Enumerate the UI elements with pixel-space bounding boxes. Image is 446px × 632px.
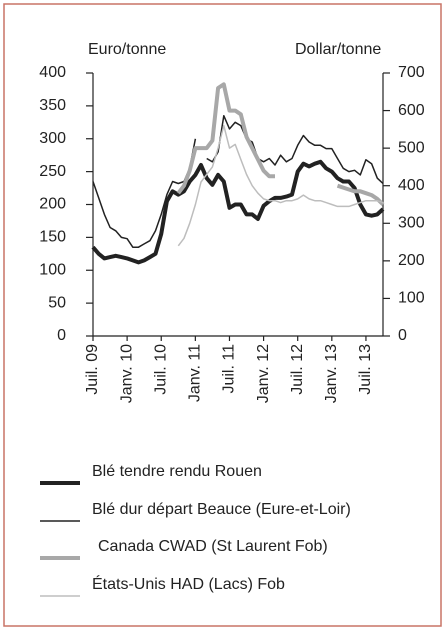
- x-tick-label: Janv. 12: [255, 344, 272, 403]
- x-tick-label: Juil. 12: [289, 344, 306, 395]
- x-tick-label: Juil. 11: [221, 344, 238, 394]
- legend-label: Blé dur départ Beauce (Eure-et-Loir): [92, 501, 351, 518]
- y2-tick-label: 0: [398, 327, 407, 344]
- y2-tick-label: 400: [398, 177, 425, 194]
- y-tick-label: 150: [39, 229, 66, 246]
- y2-axis-label: Dollar/tonne: [295, 41, 381, 58]
- x-tick-label: Juil. 09: [84, 344, 101, 395]
- y2-tick-label: 700: [398, 64, 425, 81]
- y2-tick-label: 100: [398, 290, 425, 307]
- x-tick-label: Janv. 10: [118, 344, 135, 403]
- y2-tick-label: 500: [398, 139, 425, 156]
- y-tick-label: 250: [39, 163, 66, 180]
- y-tick-label: 100: [39, 261, 66, 278]
- y-axis-label: Euro/tonne: [88, 41, 166, 58]
- y-tick-label: 50: [48, 294, 66, 311]
- y-tick-label: 350: [39, 97, 66, 114]
- legend-label: Canada CWAD (St Laurent Fob): [98, 538, 328, 555]
- y-tick-label: 200: [39, 196, 66, 213]
- series-line: [176, 82, 385, 206]
- y2-tick-label: 200: [398, 252, 425, 269]
- x-tick-label: Juil. 13: [357, 344, 374, 395]
- y-tick-label: 400: [39, 64, 66, 81]
- x-tick-label: Janv. 13: [323, 344, 340, 403]
- x-tick-label: Juil. 10: [152, 344, 169, 395]
- y-tick-label: 300: [39, 130, 66, 147]
- y-tick-label: 0: [57, 327, 66, 344]
- legend-label: Blé tendre rendu Rouen: [92, 463, 262, 480]
- y2-tick-label: 300: [398, 215, 425, 232]
- x-tick-label: Janv. 11: [187, 344, 204, 402]
- y2-tick-label: 600: [398, 102, 425, 119]
- series-line: [91, 159, 385, 265]
- frame: [3, 3, 442, 627]
- legend-label: États-Unis HAD (Lacs) Fob: [92, 574, 285, 593]
- series-line: [177, 124, 384, 247]
- series-line: [92, 114, 384, 248]
